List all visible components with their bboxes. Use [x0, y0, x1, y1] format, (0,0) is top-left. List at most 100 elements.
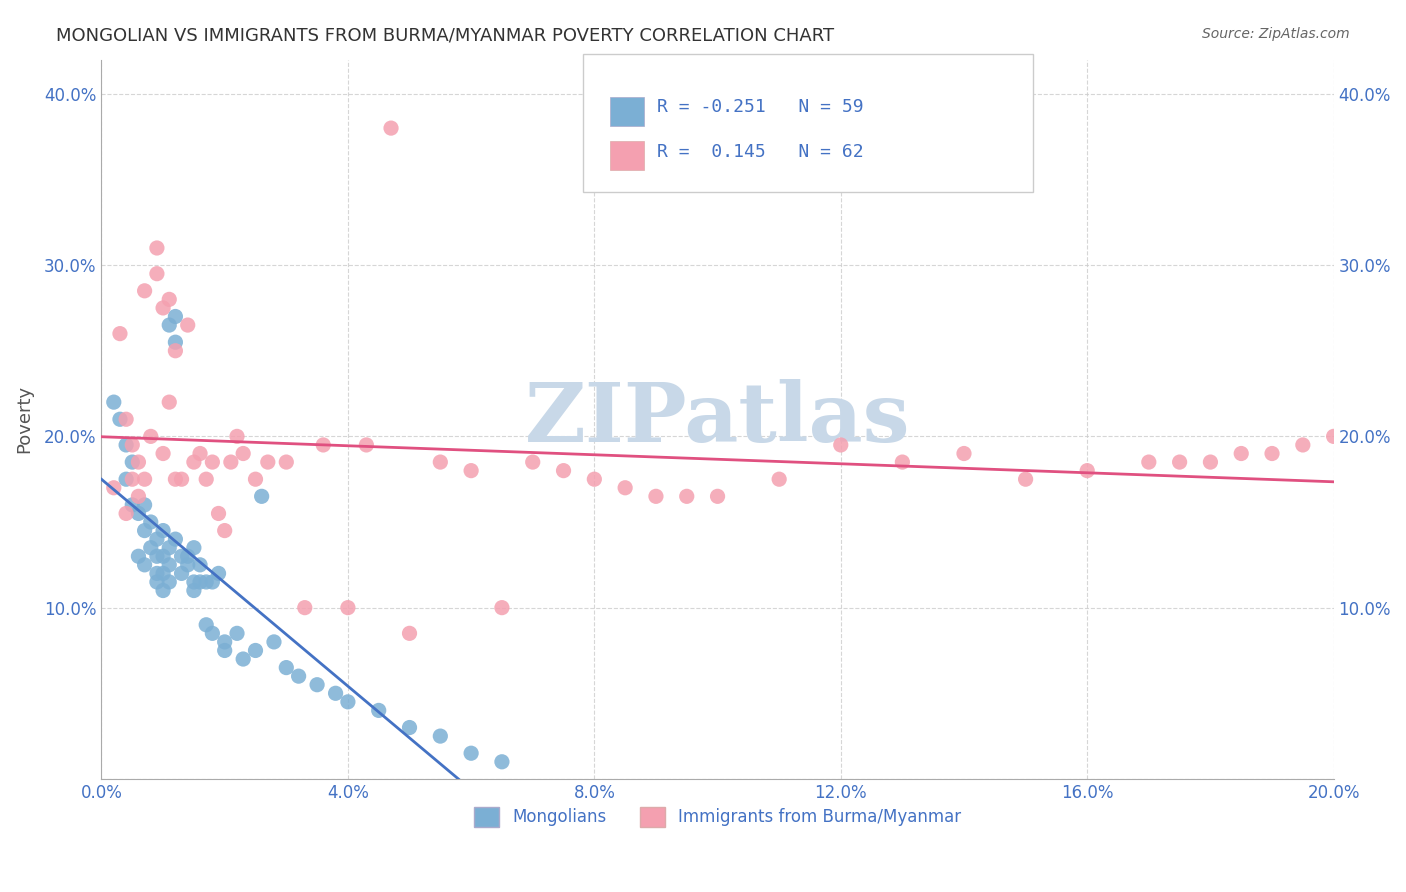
Mongolians: [127, 507, 149, 521]
Mongolians: [146, 532, 169, 546]
Mongolians: [398, 721, 420, 735]
Immigrants from Burma/Myanmar: [134, 284, 156, 298]
Text: Source: ZipAtlas.com: Source: ZipAtlas.com: [1202, 27, 1350, 41]
Immigrants from Burma/Myanmar: [953, 446, 976, 460]
Mongolians: [121, 498, 143, 512]
Immigrants from Burma/Myanmar: [768, 472, 790, 486]
Immigrants from Burma/Myanmar: [152, 446, 174, 460]
Mongolians: [195, 574, 218, 589]
Mongolians: [115, 438, 138, 452]
Immigrants from Burma/Myanmar: [170, 472, 193, 486]
Mongolians: [146, 549, 169, 564]
Immigrants from Burma/Myanmar: [1168, 455, 1191, 469]
Immigrants from Burma/Myanmar: [165, 472, 187, 486]
Mongolians: [183, 574, 205, 589]
Mongolians: [460, 746, 482, 760]
Mongolians: [170, 566, 193, 581]
Immigrants from Burma/Myanmar: [583, 472, 606, 486]
Immigrants from Burma/Myanmar: [356, 438, 378, 452]
Immigrants from Burma/Myanmar: [146, 267, 169, 281]
Immigrants from Burma/Myanmar: [1014, 472, 1036, 486]
Mongolians: [157, 318, 180, 332]
Immigrants from Burma/Myanmar: [127, 455, 149, 469]
Immigrants from Burma/Myanmar: [276, 455, 298, 469]
Immigrants from Burma/Myanmar: [1261, 446, 1284, 460]
Mongolians: [491, 755, 513, 769]
Immigrants from Burma/Myanmar: [830, 438, 852, 452]
Mongolians: [429, 729, 451, 743]
Immigrants from Burma/Myanmar: [127, 489, 149, 503]
Mongolians: [195, 617, 218, 632]
Immigrants from Burma/Myanmar: [115, 507, 138, 521]
Mongolians: [134, 498, 156, 512]
Mongolians: [152, 583, 174, 598]
Immigrants from Burma/Myanmar: [429, 455, 451, 469]
Mongolians: [157, 541, 180, 555]
Legend: Mongolians, Immigrants from Burma/Myanmar: Mongolians, Immigrants from Burma/Myanma…: [465, 798, 970, 835]
Mongolians: [245, 643, 267, 657]
Immigrants from Burma/Myanmar: [121, 438, 143, 452]
Mongolians: [201, 574, 224, 589]
Immigrants from Burma/Myanmar: [139, 429, 162, 443]
Immigrants from Burma/Myanmar: [312, 438, 335, 452]
Mongolians: [127, 549, 149, 564]
Mongolians: [367, 703, 389, 717]
Mongolians: [336, 695, 359, 709]
Mongolians: [157, 574, 180, 589]
Immigrants from Burma/Myanmar: [146, 241, 169, 255]
Text: ZIPatlas: ZIPatlas: [524, 379, 910, 459]
Mongolians: [170, 549, 193, 564]
Immigrants from Burma/Myanmar: [398, 626, 420, 640]
Mongolians: [146, 566, 169, 581]
Text: R = -0.251   N = 59: R = -0.251 N = 59: [657, 98, 863, 116]
Mongolians: [134, 558, 156, 572]
Immigrants from Burma/Myanmar: [336, 600, 359, 615]
Immigrants from Burma/Myanmar: [645, 489, 668, 503]
Mongolians: [325, 686, 347, 700]
Text: MONGOLIAN VS IMMIGRANTS FROM BURMA/MYANMAR POVERTY CORRELATION CHART: MONGOLIAN VS IMMIGRANTS FROM BURMA/MYANM…: [56, 27, 834, 45]
Immigrants from Burma/Myanmar: [165, 343, 187, 358]
Mongolians: [307, 678, 329, 692]
Immigrants from Burma/Myanmar: [1137, 455, 1160, 469]
Mongolians: [226, 626, 249, 640]
Mongolians: [146, 574, 169, 589]
Immigrants from Burma/Myanmar: [522, 455, 544, 469]
Mongolians: [177, 558, 200, 572]
Mongolians: [108, 412, 131, 426]
Immigrants from Burma/Myanmar: [1076, 464, 1098, 478]
Mongolians: [214, 643, 236, 657]
Mongolians: [207, 566, 229, 581]
Immigrants from Burma/Myanmar: [256, 455, 278, 469]
Immigrants from Burma/Myanmar: [491, 600, 513, 615]
Immigrants from Burma/Myanmar: [134, 472, 156, 486]
Mongolians: [121, 455, 143, 469]
Immigrants from Burma/Myanmar: [214, 524, 236, 538]
Immigrants from Burma/Myanmar: [219, 455, 242, 469]
Mongolians: [183, 541, 205, 555]
Mongolians: [250, 489, 273, 503]
Mongolians: [276, 660, 298, 674]
Mongolians: [188, 558, 211, 572]
Immigrants from Burma/Myanmar: [614, 481, 637, 495]
Immigrants from Burma/Myanmar: [891, 455, 914, 469]
Immigrants from Burma/Myanmar: [201, 455, 224, 469]
Immigrants from Burma/Myanmar: [675, 489, 697, 503]
Immigrants from Burma/Myanmar: [1323, 429, 1346, 443]
Immigrants from Burma/Myanmar: [232, 446, 254, 460]
Immigrants from Burma/Myanmar: [177, 318, 200, 332]
Immigrants from Burma/Myanmar: [103, 481, 125, 495]
Immigrants from Burma/Myanmar: [207, 507, 229, 521]
Mongolians: [115, 472, 138, 486]
Immigrants from Burma/Myanmar: [1230, 446, 1253, 460]
Immigrants from Burma/Myanmar: [706, 489, 728, 503]
Mongolians: [214, 635, 236, 649]
Immigrants from Burma/Myanmar: [152, 301, 174, 315]
Immigrants from Burma/Myanmar: [157, 395, 180, 409]
Immigrants from Burma/Myanmar: [195, 472, 218, 486]
Immigrants from Burma/Myanmar: [226, 429, 249, 443]
Mongolians: [165, 310, 187, 324]
Mongolians: [157, 558, 180, 572]
Immigrants from Burma/Myanmar: [460, 464, 482, 478]
Mongolians: [165, 335, 187, 350]
Mongolians: [165, 532, 187, 546]
